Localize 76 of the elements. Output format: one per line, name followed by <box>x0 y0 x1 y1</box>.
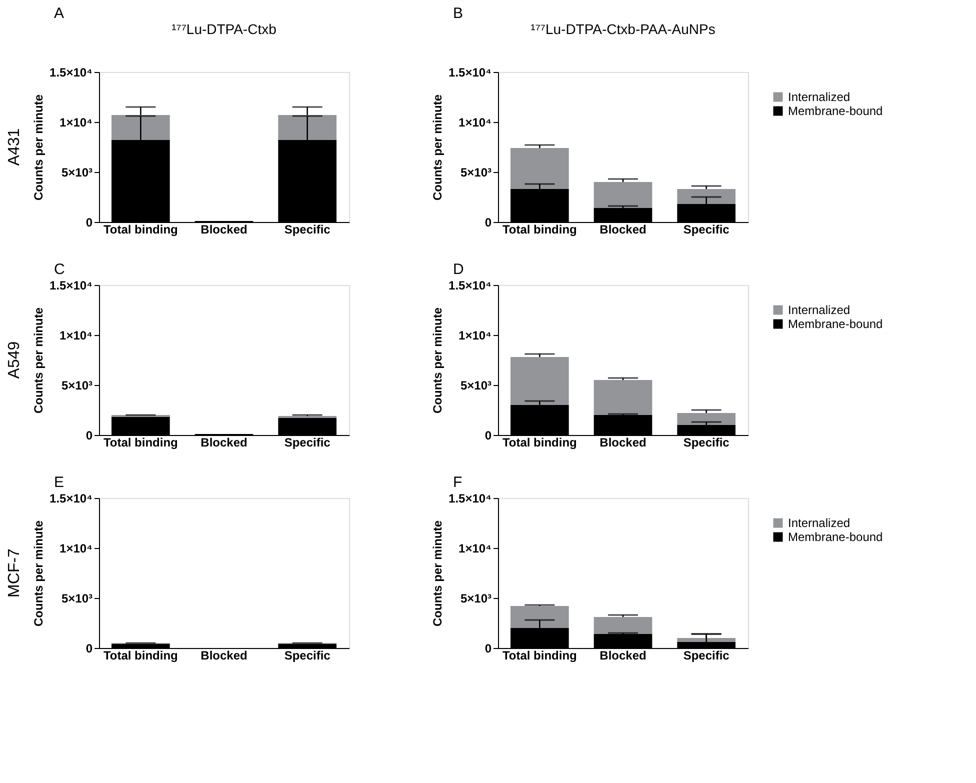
y-tick-label: 1×10⁴ <box>60 116 93 130</box>
y-tick-label: 0 <box>484 428 492 442</box>
x-tick-label: Specific <box>284 648 331 662</box>
chart-title: D <box>453 261 464 278</box>
x-tick-label: Specific <box>683 222 730 236</box>
y-tick-label: 0 <box>86 216 93 230</box>
bar <box>510 357 569 405</box>
legend-label: Internalized <box>788 303 850 317</box>
text: MCF-7 <box>6 548 23 598</box>
x-tick-label: Blocked <box>200 222 248 236</box>
y-tick-label: 0 <box>484 642 492 656</box>
y-axis-title: Counts per minute <box>430 94 445 201</box>
x-tick-label: Total binding <box>103 436 178 450</box>
bar <box>677 413 736 425</box>
y-tick-label: 1×10⁴ <box>60 542 93 556</box>
legend-label: Membrane-bound <box>788 317 883 331</box>
y-tick-label: 1.5×10⁴ <box>50 278 93 292</box>
x-tick-label: Blocked <box>200 648 248 662</box>
bar <box>510 148 569 189</box>
y-axis-title: Counts per minute <box>32 520 46 627</box>
x-tick-label: Blocked <box>600 648 646 662</box>
x-tick-label: Total binding <box>103 648 178 662</box>
y-axis-title: Counts per minute <box>430 307 445 414</box>
x-tick-label: Specific <box>683 648 730 662</box>
y-tick-label: 0 <box>86 428 93 442</box>
y-tick-label: 1×10⁴ <box>458 116 492 130</box>
x-tick-label: Blocked <box>600 436 646 450</box>
x-tick-label: Specific <box>284 436 331 450</box>
y-tick-label: 1.5×10⁴ <box>50 66 93 80</box>
bar <box>112 115 170 140</box>
x-tick-label: Total binding <box>502 436 577 450</box>
y-tick-label: 5×10³ <box>460 592 492 606</box>
y-tick-label: 1.5×10⁴ <box>448 278 492 292</box>
legend-label: Membrane-bound <box>788 530 883 544</box>
y-tick-label: 0 <box>484 216 492 230</box>
bar <box>677 189 736 204</box>
x-tick-label: Blocked <box>600 222 646 236</box>
y-tick-label: 5×10³ <box>61 166 92 180</box>
y-axis-title: Counts per minute <box>430 520 445 627</box>
chart-title: A <box>54 5 64 22</box>
chart-title: F <box>453 474 462 491</box>
chart-title: C <box>54 261 65 278</box>
chart-subtitle: ¹⁷⁷Lu-DTPA-Ctxb-PAA-AuNPs <box>530 21 716 37</box>
y-tick-label: 5×10³ <box>61 378 92 392</box>
chart-title: E <box>54 474 64 491</box>
chart-subtitle: ¹⁷⁷Lu-DTPA-Ctxb <box>172 21 277 37</box>
legend-label: Internalized <box>788 90 850 104</box>
x-tick-label: Total binding <box>103 222 178 236</box>
bar <box>510 606 569 628</box>
x-tick-label: Total binding <box>502 648 577 662</box>
text: A431 <box>6 128 23 166</box>
y-tick-label: 1×10⁴ <box>60 328 93 342</box>
x-tick-label: Specific <box>683 436 730 450</box>
chart-title: B <box>453 5 464 22</box>
bar <box>594 380 652 415</box>
legend-label: Membrane-bound <box>788 104 883 118</box>
bar <box>594 182 652 208</box>
legend-label: Internalized <box>788 516 850 530</box>
y-tick-label: 1×10⁴ <box>458 542 492 556</box>
bar <box>594 617 652 634</box>
y-tick-label: 1×10⁴ <box>458 328 492 342</box>
y-tick-label: 1.5×10⁴ <box>448 66 492 80</box>
bar <box>677 638 736 642</box>
y-tick-label: 1.5×10⁴ <box>50 492 93 506</box>
y-tick-label: 5×10³ <box>460 166 492 180</box>
y-axis-title: Counts per minute <box>32 307 46 414</box>
text: A549 <box>6 341 23 379</box>
y-tick-label: 5×10³ <box>460 378 492 392</box>
y-axis-title: Counts per minute <box>32 94 46 201</box>
y-tick-label: 0 <box>86 642 93 656</box>
x-tick-label: Specific <box>284 222 331 236</box>
bar <box>278 115 336 140</box>
x-tick-label: Total binding <box>502 222 577 236</box>
y-tick-label: 1.5×10⁴ <box>448 492 492 506</box>
x-tick-label: Blocked <box>200 436 248 450</box>
y-tick-label: 5×10³ <box>61 592 92 606</box>
